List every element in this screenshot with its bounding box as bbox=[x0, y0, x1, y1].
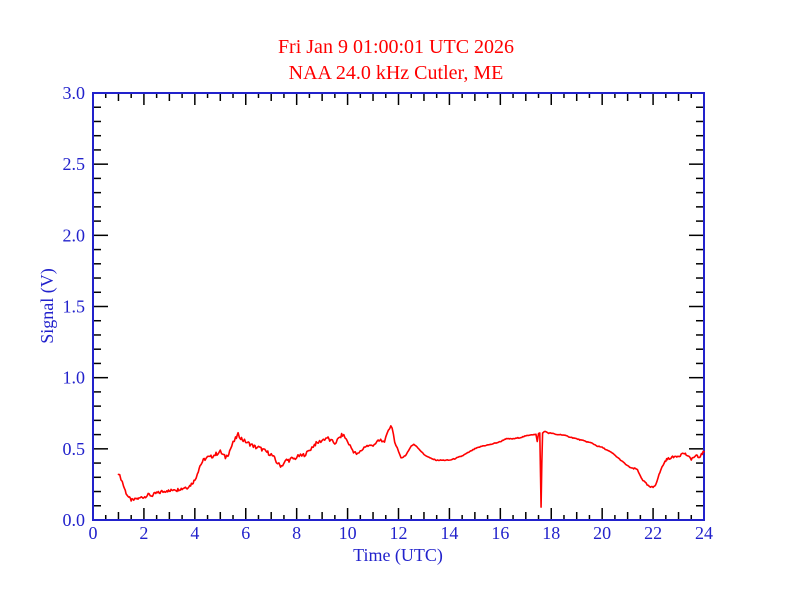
svg-text:1.0: 1.0 bbox=[63, 368, 86, 388]
svg-text:2: 2 bbox=[139, 523, 148, 543]
svg-text:2.5: 2.5 bbox=[63, 154, 86, 174]
svg-text:24: 24 bbox=[695, 523, 713, 543]
plot-title-station: NAA 24.0 kHz Cutler, ME bbox=[289, 62, 504, 84]
svg-text:1.5: 1.5 bbox=[63, 297, 86, 317]
y-axis-label: Signal (V) bbox=[37, 268, 58, 344]
plot-frame bbox=[92, 92, 705, 521]
svg-text:16: 16 bbox=[491, 523, 509, 543]
svg-text:10: 10 bbox=[339, 523, 357, 543]
svg-text:20: 20 bbox=[593, 523, 611, 543]
x-axis-label: Time (UTC) bbox=[353, 545, 443, 566]
svg-text:4: 4 bbox=[190, 523, 199, 543]
svg-text:22: 22 bbox=[644, 523, 662, 543]
svg-text:18: 18 bbox=[542, 523, 560, 543]
svg-text:3.0: 3.0 bbox=[63, 83, 86, 103]
svg-text:0.5: 0.5 bbox=[63, 439, 86, 459]
svg-text:0.0: 0.0 bbox=[63, 510, 86, 530]
svg-text:8: 8 bbox=[292, 523, 301, 543]
svg-text:6: 6 bbox=[241, 523, 250, 543]
axis-tick-labels: 0 2 4 6 8 10 12 14 16 18 20 22 240.00.51.01.52.02.53… bbox=[63, 83, 714, 543]
axis-tick-marks bbox=[92, 92, 705, 521]
plot-title-datetime: Fri Jan 9 01:00:01 UTC 2026 bbox=[278, 36, 514, 58]
signal-trace bbox=[117, 425, 705, 508]
svg-text:2.0: 2.0 bbox=[63, 225, 86, 245]
svg-text:12: 12 bbox=[390, 523, 408, 543]
svg-text:14: 14 bbox=[440, 523, 458, 543]
svg-text:0: 0 bbox=[89, 523, 98, 543]
